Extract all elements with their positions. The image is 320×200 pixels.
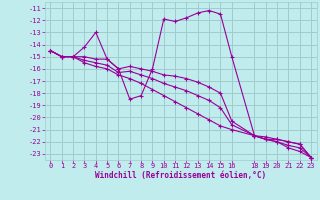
- X-axis label: Windchill (Refroidissement éolien,°C): Windchill (Refroidissement éolien,°C): [95, 171, 266, 180]
